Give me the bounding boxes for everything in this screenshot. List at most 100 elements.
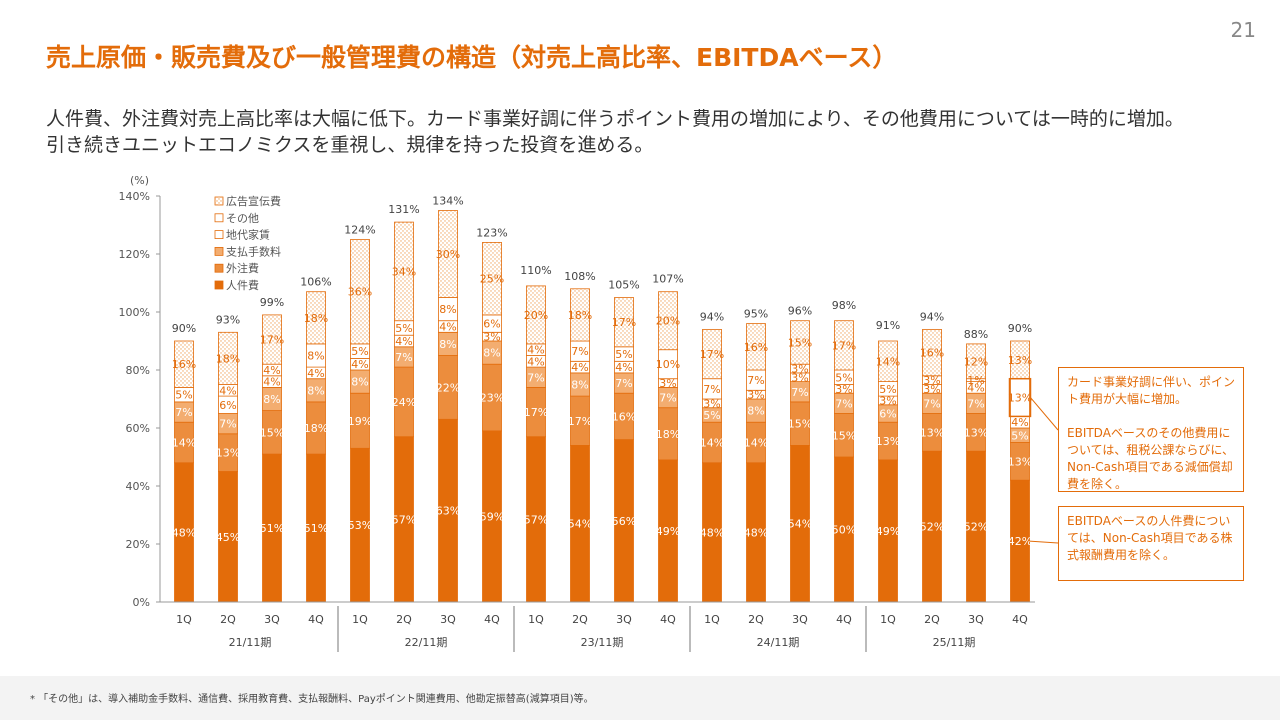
segment-label-payment_fees: 6%	[879, 408, 896, 421]
segment-label-advertising: 34%	[392, 265, 416, 278]
segment-label-payment_fees: 5%	[703, 409, 720, 422]
subtitle-line-1: 人件費、外注費対売上高比率は大幅に低下。カード事業好調に伴うポイント費用の増加に…	[46, 108, 1184, 130]
segment-label-outsourcing: 13%	[964, 426, 988, 439]
segment-label-other: 3%	[791, 363, 808, 376]
x-tick-label: 1Q	[528, 613, 544, 626]
segment-label-advertising: 18%	[304, 312, 328, 325]
y-tick-label: 80%	[126, 364, 150, 377]
bar-total-label: 107%	[652, 273, 683, 286]
segment-label-other: 7%	[747, 374, 764, 387]
legend-swatch-labor	[214, 280, 224, 290]
segment-label-payment_fees: 7%	[791, 386, 808, 399]
segment-label-other: 7%	[703, 383, 720, 396]
segment-label-other: 8%	[439, 303, 456, 316]
segment-label-outsourcing: 15%	[832, 429, 856, 442]
segment-label-rent: 6%	[219, 399, 236, 412]
segment-label-advertising: 20%	[656, 315, 680, 328]
x-tick-label: 2Q	[572, 613, 588, 626]
x-tick-label: 3Q	[616, 613, 632, 626]
segment-label-labor: 48%	[700, 526, 724, 539]
bar-segment-advertising	[746, 323, 766, 371]
segment-label-rent: 4%	[571, 361, 588, 374]
y-tick-label: 120%	[119, 248, 150, 261]
segment-label-labor: 63%	[436, 505, 460, 518]
segment-label-outsourcing: 14%	[744, 437, 768, 450]
note-other-costs-line: EBITDAベースのその他費用については、租税公課ならびに、Non-Cash項目…	[1067, 426, 1235, 491]
segment-label-payment_fees: 8%	[747, 405, 764, 418]
y-tick-label: 140%	[119, 190, 150, 203]
segment-label-other: 8%	[307, 350, 324, 363]
segment-label-payment_fees: 8%	[351, 376, 368, 389]
bar-total-label: 88%	[964, 328, 988, 341]
segment-label-payment_fees: 8%	[263, 393, 280, 406]
segment-label-outsourcing: 18%	[304, 422, 328, 435]
segment-label-advertising: 16%	[744, 341, 768, 354]
segment-label-rent: 4%	[527, 355, 544, 368]
segment-label-payment_fees: 8%	[571, 379, 588, 392]
connector-note1	[1030, 397, 1059, 431]
segment-label-outsourcing: 14%	[700, 437, 724, 450]
segment-label-other: 4%	[219, 384, 236, 397]
segment-label-other: 3%	[923, 374, 940, 387]
x-tick-label: 4Q	[308, 613, 324, 626]
note-labor-line: EBITDAベースの人件費については、Non-Cash項目である株式報酬費用を除…	[1067, 514, 1233, 562]
segment-label-rent: 3%	[483, 331, 500, 344]
segment-label-rent: 4%	[1011, 416, 1028, 429]
segment-label-payment_fees: 8%	[439, 338, 456, 351]
segment-label-advertising: 20%	[524, 309, 548, 322]
x-tick-label: 1Q	[704, 613, 720, 626]
segment-label-payment_fees: 7%	[967, 397, 984, 410]
segment-label-advertising: 17%	[832, 339, 856, 352]
bar-total-label: 94%	[700, 310, 724, 323]
legend-label-other: その他	[226, 212, 259, 225]
bar-segment-advertising	[394, 221, 414, 322]
segment-label-other: 5%	[351, 345, 368, 358]
x-tick-label: 3Q	[968, 613, 984, 626]
x-tick-label: 3Q	[440, 613, 456, 626]
segment-label-rent: 4%	[395, 335, 412, 348]
subtitle-line-2: 引き続きユニットエコノミクスを重視し、規律を持った投資を進める。	[46, 134, 654, 156]
bar-segment-advertising	[306, 291, 326, 345]
page-number: 21	[1230, 18, 1256, 42]
legend-swatch-outsourcing	[214, 263, 224, 273]
segment-label-advertising: 18%	[216, 352, 240, 365]
segment-label-rent: 4%	[263, 376, 280, 389]
segment-label-labor: 48%	[172, 526, 196, 539]
bar-segment-advertising	[482, 241, 502, 316]
segment-label-payment_fees: 8%	[483, 347, 500, 360]
segment-label-advertising: 12%	[964, 355, 988, 368]
segment-label-labor: 54%	[788, 518, 812, 531]
bar-segment-advertising	[834, 320, 854, 371]
segment-label-outsourcing: 13%	[216, 447, 240, 460]
segment-label-outsourcing: 15%	[788, 418, 812, 431]
segment-label-outsourcing: 13%	[920, 426, 944, 439]
x-tick-label: 4Q	[484, 613, 500, 626]
bar-total-label: 123%	[476, 226, 507, 239]
segment-label-labor: 51%	[304, 522, 328, 535]
segment-label-labor: 54%	[568, 518, 592, 531]
legend-swatch-other	[214, 213, 224, 223]
segment-label-advertising: 17%	[260, 334, 284, 347]
segment-label-other: 6%	[483, 318, 500, 331]
segment-label-other: 4%	[527, 344, 544, 357]
segment-label-payment_fees: 5%	[1011, 429, 1028, 442]
bar-segment-advertising	[262, 314, 282, 365]
segment-label-outsourcing: 13%	[1008, 455, 1032, 468]
x-tick-label: 4Q	[1012, 613, 1028, 626]
x-tick-label: 4Q	[836, 613, 852, 626]
bar-total-label: 124%	[344, 223, 375, 236]
segment-label-rent: 3%	[879, 394, 896, 407]
bar-total-label: 99%	[260, 296, 284, 309]
bar-segment-advertising	[966, 343, 986, 380]
x-group-label: 24/11期	[757, 636, 800, 649]
segment-label-advertising: 30%	[436, 248, 460, 261]
x-tick-label: 2Q	[924, 613, 940, 626]
segment-label-labor: 57%	[524, 513, 548, 526]
note-box-labor: EBITDAベースの人件費については、Non-Cash項目である株式報酬費用を除…	[1058, 506, 1244, 581]
segment-label-rent: 5%	[175, 389, 192, 402]
segment-label-payment_fees: 7%	[615, 377, 632, 390]
footnote: * 「その他」は、導入補助金手数料、通信費、採用教育費、支払報酬料、Payポイン…	[30, 694, 594, 705]
segment-label-other: 10%	[656, 358, 680, 371]
segment-label-outsourcing: 19%	[348, 415, 372, 428]
segment-label-rent: 4%	[351, 358, 368, 371]
